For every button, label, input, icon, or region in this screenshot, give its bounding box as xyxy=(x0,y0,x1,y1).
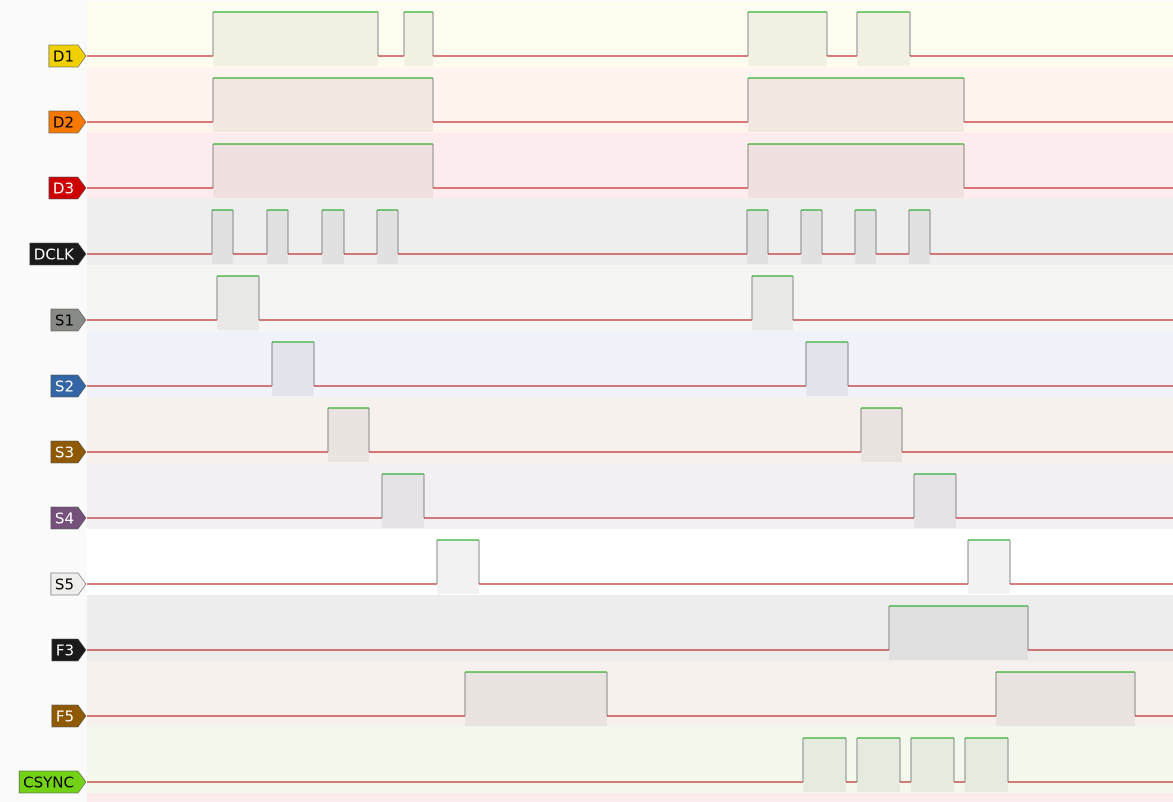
pulse-fill xyxy=(747,210,768,264)
channel-tag[interactable] xyxy=(50,506,87,530)
channel-tag[interactable] xyxy=(50,572,87,596)
channel-label[interactable]: F5 xyxy=(56,708,74,726)
channel-label[interactable]: DCLK xyxy=(34,246,75,264)
pulse-fill xyxy=(803,738,846,792)
pulse-fill xyxy=(465,672,607,726)
channel-label[interactable]: F3 xyxy=(56,642,74,660)
pulse-fill xyxy=(855,210,876,264)
pulse-fill xyxy=(748,78,964,132)
channel-tag[interactable] xyxy=(18,770,87,794)
channel-label[interactable]: S4 xyxy=(55,510,74,528)
pulse-fill xyxy=(748,144,964,198)
channel-tag[interactable] xyxy=(29,242,87,266)
channel-tag[interactable] xyxy=(51,638,87,662)
row-background xyxy=(87,727,1173,793)
row-background xyxy=(87,397,1173,463)
pulse-fill xyxy=(213,78,433,132)
pulse-fill xyxy=(801,210,822,264)
channel-label[interactable]: D3 xyxy=(53,180,74,198)
row-background xyxy=(87,331,1173,397)
channel-tag[interactable] xyxy=(48,176,87,200)
pulse-fill xyxy=(968,540,1010,594)
pulse-fill xyxy=(806,342,848,396)
pulse-fill xyxy=(857,12,910,66)
channel-tag[interactable] xyxy=(50,308,87,332)
pulse-fill xyxy=(748,12,827,66)
channel-label[interactable]: S5 xyxy=(55,576,74,594)
channel-tag[interactable] xyxy=(50,440,87,464)
pulse-fill xyxy=(267,210,288,264)
channel-label[interactable]: D1 xyxy=(53,48,74,66)
pulse-fill xyxy=(404,12,433,66)
channel-tag[interactable] xyxy=(48,110,87,134)
channel-tag[interactable] xyxy=(50,374,87,398)
pulse-fill xyxy=(861,408,902,462)
pulse-fill xyxy=(377,210,398,264)
pulse-fill xyxy=(752,276,793,330)
pulse-fill xyxy=(914,474,956,528)
channel-label[interactable]: S2 xyxy=(55,378,74,396)
pulse-fill xyxy=(996,672,1135,726)
channel-label[interactable]: D2 xyxy=(53,114,74,132)
row-background xyxy=(87,793,1173,802)
channel-tag[interactable] xyxy=(51,704,87,728)
channel-label[interactable]: S1 xyxy=(55,312,74,330)
channel-label[interactable]: S3 xyxy=(55,444,74,462)
pulse-fill xyxy=(322,210,344,264)
pulse-fill xyxy=(911,738,954,792)
row-background xyxy=(87,199,1173,265)
pulse-fill xyxy=(857,738,900,792)
pulse-fill xyxy=(212,210,233,264)
pulse-fill xyxy=(328,408,369,462)
pulse-fill xyxy=(965,738,1008,792)
pulse-fill xyxy=(437,540,479,594)
pulse-fill xyxy=(889,606,1028,660)
channel-label[interactable]: CSYNC xyxy=(23,774,74,792)
pulse-fill xyxy=(272,342,314,396)
pulse-fill xyxy=(382,474,424,528)
row-background xyxy=(87,463,1173,529)
pulse-fill xyxy=(217,276,259,330)
pulse-fill xyxy=(909,210,930,264)
channel-tag[interactable] xyxy=(48,44,87,68)
pulse-fill xyxy=(213,144,433,198)
pulse-fill xyxy=(213,12,378,66)
